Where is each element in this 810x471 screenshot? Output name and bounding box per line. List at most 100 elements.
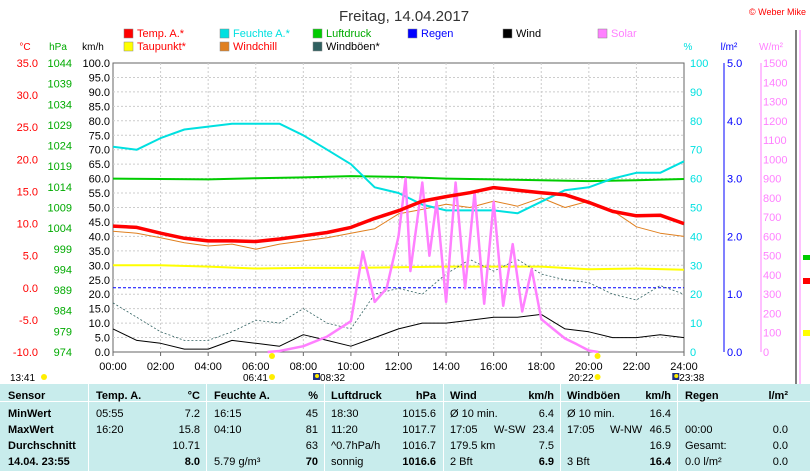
regen-label: 0.0 l/m² bbox=[685, 456, 722, 468]
sun-icon bbox=[41, 374, 47, 380]
tick-label: 800 bbox=[763, 193, 781, 205]
tick-label: 994 bbox=[54, 264, 72, 276]
series-feuchte-a bbox=[112, 122, 685, 215]
legend-swatch bbox=[219, 41, 230, 52]
series-luftdruck bbox=[112, 175, 685, 183]
legend-label: Windböen* bbox=[326, 41, 381, 53]
sun-icon bbox=[594, 374, 601, 380]
regen-value: 0.0 bbox=[772, 440, 788, 452]
druck-time: 18:30 bbox=[331, 408, 359, 420]
feuchte-value: 70 bbox=[305, 456, 318, 468]
wind-label: 179.5 km bbox=[450, 440, 496, 452]
tick-label: 40 bbox=[690, 231, 702, 243]
x-tick-label: 10:00 bbox=[337, 361, 365, 373]
tick-label: 0.0 bbox=[727, 347, 742, 359]
tick-label: 3.0 bbox=[727, 174, 742, 186]
legend-label: Solar bbox=[611, 28, 637, 40]
tick-label: 100 bbox=[690, 58, 708, 70]
chart-axes: 35.0 30.0 25.0 20.0 15.0 10.0 5.0 0.0 -5.0 -10.0 1… bbox=[13, 58, 788, 359]
tick-label: 95.0 bbox=[89, 72, 110, 84]
tick-label: 1500 bbox=[763, 58, 787, 70]
tick-label: 25.0 bbox=[89, 275, 110, 287]
tick-label: 1014 bbox=[48, 182, 72, 194]
tick-label: 35.0 bbox=[89, 246, 110, 258]
axis-unit-label: °C bbox=[19, 42, 30, 53]
feuchte-time: 04:10 bbox=[214, 424, 242, 436]
tick-label: 1034 bbox=[48, 99, 72, 111]
tick-label: 4.0 bbox=[727, 116, 742, 128]
tick-label: 25.0 bbox=[17, 122, 38, 134]
row-label: MaxWert bbox=[8, 424, 54, 436]
tick-label: 10 bbox=[690, 318, 702, 330]
time-left-label: 13:41 bbox=[10, 373, 35, 384]
header-feuchte-unit: % bbox=[308, 390, 318, 402]
x-tick-label: 16:00 bbox=[480, 361, 508, 373]
header-regen: Regen bbox=[685, 390, 719, 402]
boeen-label: Ø 10 min. bbox=[567, 408, 615, 420]
x-tick-label: 14:00 bbox=[432, 361, 460, 373]
wind-label: 17:05 bbox=[450, 424, 478, 436]
tick-label: 75.0 bbox=[89, 130, 110, 142]
wind-label: Ø 10 min. bbox=[450, 408, 498, 420]
druck-time: 11:20 bbox=[331, 424, 358, 436]
sunrise-time: 06:41 bbox=[243, 373, 268, 384]
temp-value: 8.0 bbox=[184, 456, 200, 468]
chart-grid bbox=[112, 62, 685, 353]
tick-label: 400 bbox=[763, 270, 781, 282]
tick-label: 974 bbox=[54, 347, 72, 359]
legend-swatch bbox=[502, 28, 513, 39]
header-sensor: Sensor bbox=[8, 390, 46, 402]
header-feuchte: Feuchte A. bbox=[214, 390, 270, 402]
header-temp: Temp. A. bbox=[96, 390, 142, 402]
sun-moon-markers: 06:41 20:22 08:32 23:38 13:41 bbox=[10, 353, 705, 384]
tick-label: 1.0 bbox=[727, 289, 742, 301]
tick-label: 55.0 bbox=[89, 188, 110, 200]
tick-label: 90.0 bbox=[89, 87, 110, 99]
legend-label: Temp. A.* bbox=[137, 28, 185, 40]
druck-time: ^0.7hPa/h bbox=[331, 440, 381, 452]
x-tick-label: 00:00 bbox=[99, 361, 127, 373]
tick-label: 600 bbox=[763, 231, 781, 243]
header-regen-unit: l/m² bbox=[768, 390, 788, 402]
x-tick-label: 18:00 bbox=[527, 361, 555, 373]
legend-swatch bbox=[407, 28, 418, 39]
tick-label: 1400 bbox=[763, 77, 787, 89]
tick-label: 15.0 bbox=[89, 304, 110, 316]
tick-label: 0.0 bbox=[95, 347, 110, 359]
axis-unit-label: hPa bbox=[49, 42, 67, 53]
header-boeen: Windböen bbox=[567, 390, 621, 402]
axis-unit-label: % bbox=[684, 42, 693, 53]
series-windböen bbox=[112, 259, 685, 341]
regen-label: 00:00 bbox=[685, 424, 713, 436]
x-tick-label: 06:00 bbox=[242, 361, 270, 373]
x-axis: 00:00 02:00 04:00 06:00 08:00 10:00 12:00 14:00… bbox=[99, 352, 698, 373]
tick-label: 1024 bbox=[48, 141, 72, 153]
feuchte-value: 45 bbox=[305, 408, 318, 420]
credit-label: © Weber Mike bbox=[749, 7, 806, 17]
legend-swatch bbox=[597, 28, 608, 39]
series-wind bbox=[112, 313, 685, 350]
tick-label: 1029 bbox=[48, 120, 72, 132]
header-wind: Wind bbox=[450, 390, 477, 402]
tick-label: 45.0 bbox=[89, 217, 110, 229]
tick-label: 30.0 bbox=[17, 90, 38, 102]
tick-label: 0.0 bbox=[23, 283, 38, 295]
tick-label: 90 bbox=[690, 87, 702, 99]
weather-chart: Freitag, 14.04.2017 © Weber Mike Temp. A… bbox=[10, 7, 810, 384]
axis-units: °C hPa km/h% l/m² W/m² bbox=[19, 42, 783, 53]
wind-value: 23.4 bbox=[532, 424, 554, 436]
tick-label: 35.0 bbox=[17, 58, 38, 70]
axis-unit-label: km/h bbox=[82, 42, 104, 53]
boeen-label: 17:05 bbox=[567, 424, 595, 436]
tick-label: 5.0 bbox=[727, 58, 742, 70]
x-tick-label: 24:00 bbox=[670, 361, 698, 373]
tick-label: 2.0 bbox=[727, 231, 742, 243]
tick-label: 50 bbox=[690, 203, 702, 215]
tick-label: 10.0 bbox=[17, 219, 38, 231]
boeen-value: 16.4 bbox=[649, 456, 671, 468]
tick-label: -10.0 bbox=[13, 347, 38, 359]
tick-label: 1300 bbox=[763, 97, 787, 109]
sunset-time: 20:22 bbox=[569, 373, 594, 384]
tick-label: 989 bbox=[54, 285, 72, 297]
temp-value: 15.8 bbox=[178, 424, 200, 436]
